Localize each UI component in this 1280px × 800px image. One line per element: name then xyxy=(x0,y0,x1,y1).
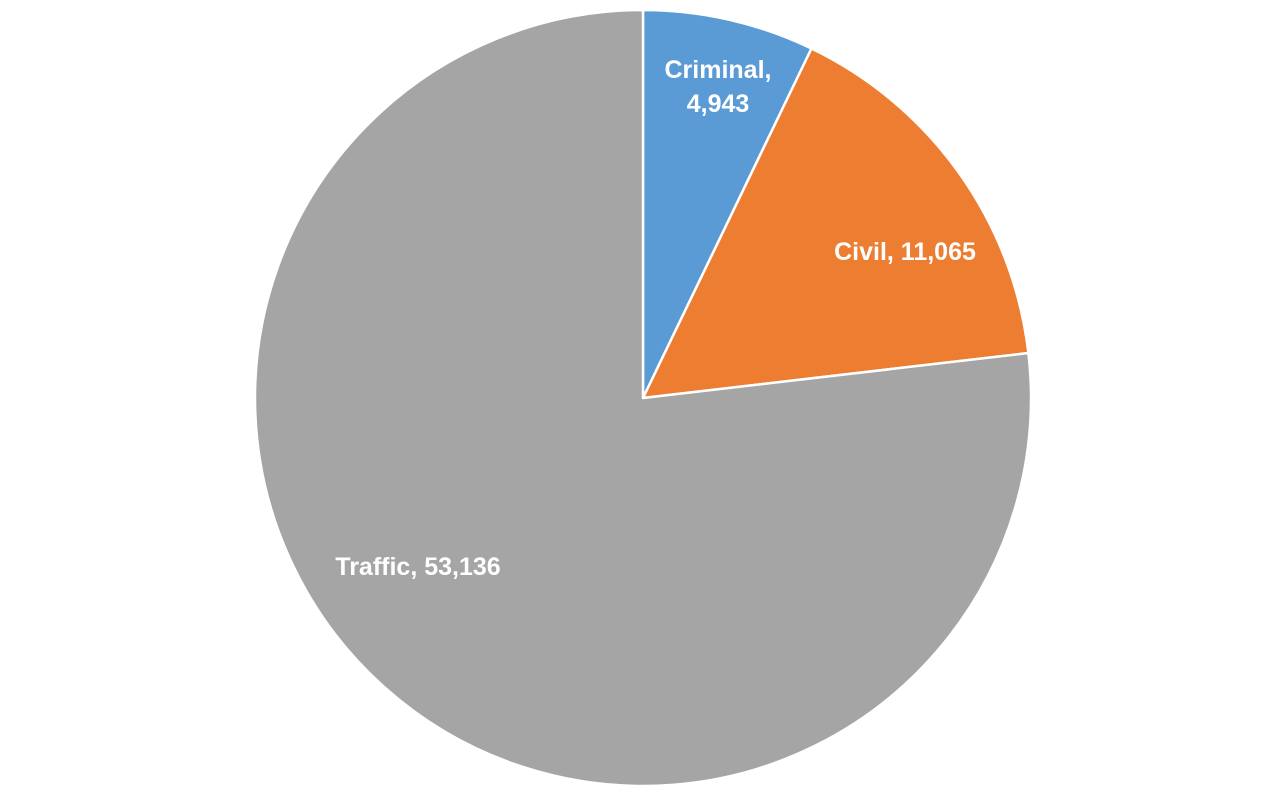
data-label-name: Criminal, xyxy=(665,56,772,84)
pie-slices xyxy=(253,8,1033,788)
data-label-civil: Civil, 11,065 xyxy=(834,238,976,266)
pie-slice-traffic xyxy=(253,8,1033,788)
pie-labels: Criminal, 4,943 Civil, 11,065 Traffic, 53,1… xyxy=(335,56,976,581)
data-label-traffic: Traffic, 53,136 xyxy=(335,553,500,581)
data-label-value: 4,943 xyxy=(687,90,750,118)
data-label-criminal: Criminal, 4,943 xyxy=(665,56,772,118)
pie-slice-criminal xyxy=(641,8,813,400)
pie-slice-civil xyxy=(641,47,1030,400)
